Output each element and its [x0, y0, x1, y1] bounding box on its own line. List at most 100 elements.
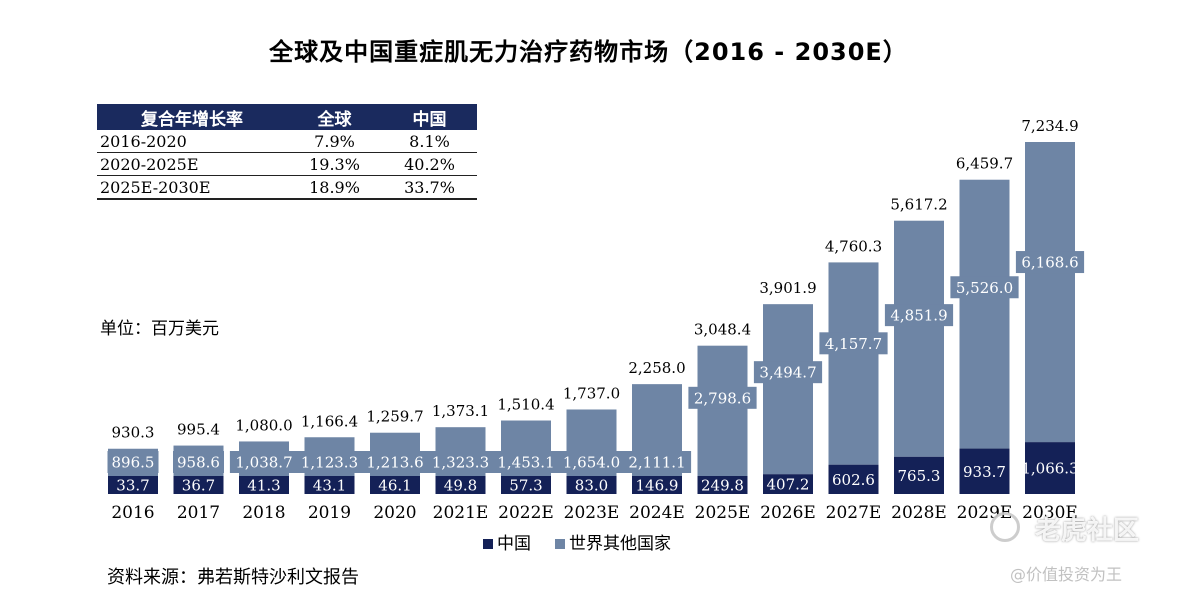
data-label-china: 41.3: [247, 477, 280, 495]
data-label-total: 1,259.7: [366, 408, 423, 426]
unit-label: 单位：百万美元: [100, 319, 219, 339]
cagr-table: 复合年增长率 全球 中国 2016-2020 7.9% 8.1% 2020-20…: [97, 104, 477, 200]
data-label-china: 1,066.3: [1021, 460, 1078, 478]
x-tick-label: 2020: [373, 503, 416, 523]
legend-swatch-rest-of-world: [555, 539, 565, 549]
data-label-total: 995.4: [177, 421, 220, 439]
data-label-rest-of-world-bg: [688, 386, 757, 409]
data-label-total: 2,258.0: [628, 359, 685, 377]
watermark-brand: 老虎社区: [1035, 516, 1140, 546]
data-label-rest-of-world: 1,038.7: [235, 454, 292, 472]
data-label-total: 1,373.1: [432, 402, 489, 420]
tiger-logo-icon: [990, 512, 1020, 542]
bar-china: [173, 476, 224, 494]
cagr-header-global: 全球: [287, 104, 382, 130]
data-label-rest-of-world: 1,654.0: [563, 454, 620, 472]
table-row: 2016-2020 7.9% 8.1%: [97, 130, 477, 153]
x-tick-label: 2021E: [433, 503, 489, 523]
data-label-total: 1,737.0: [563, 384, 620, 402]
bar-china: [370, 476, 420, 494]
data-label-rest-of-world-bg: [295, 451, 364, 473]
bar-china: [697, 476, 748, 494]
bar-rest-of-world: [1025, 142, 1075, 443]
data-label-rest-of-world-bg: [557, 451, 626, 473]
bar-rest-of-world: [959, 179, 1010, 449]
chart-title: 全球及中国重症肌无力治疗药物市场（2016 - 2030E）: [269, 38, 908, 66]
data-label-china: 36.7: [182, 477, 215, 495]
data-label-total: 4,760.3: [825, 237, 882, 255]
bar-rest-of-world: [828, 262, 879, 465]
data-label-rest-of-world: 5,526.0: [956, 279, 1013, 297]
data-label-total: 1,080.0: [235, 416, 292, 434]
data-label-rest-of-world: 4,157.7: [825, 335, 882, 353]
cagr-china: 8.1%: [382, 130, 477, 153]
data-label-china: 933.7: [963, 463, 1006, 481]
data-label-rest-of-world: 3,494.7: [759, 364, 816, 382]
cagr-header-period: 复合年增长率: [97, 104, 287, 130]
data-label-total: 1,510.4: [497, 396, 554, 414]
x-tick-label: 2028E: [891, 503, 947, 523]
data-label-rest-of-world-bg: [173, 451, 224, 473]
bar-china: [632, 476, 682, 494]
data-label-rest-of-world-bg: [107, 451, 159, 473]
data-label-total: 7,234.9: [1021, 117, 1078, 135]
data-label-china: 33.7: [116, 477, 149, 495]
data-label-rest-of-world: 2,111.1: [628, 454, 685, 472]
bar-china: [304, 476, 355, 494]
data-label-china: 43.1: [313, 477, 346, 495]
bar-china: [828, 464, 879, 494]
data-label-rest-of-world: 1,213.6: [366, 454, 423, 472]
data-label-rest-of-world-bg: [229, 451, 299, 473]
cagr-period: 2016-2020: [97, 130, 287, 153]
bar-china: [1025, 442, 1075, 494]
bar-china: [435, 476, 486, 494]
bar-china: [959, 448, 1010, 494]
source-note: 资料来源：弗若斯特沙利文报告: [107, 567, 359, 588]
cagr-global: 18.9%: [287, 175, 382, 200]
bar-china: [501, 476, 551, 494]
data-label-rest-of-world-bg: [753, 361, 823, 384]
data-label-rest-of-world: 1,123.3: [301, 454, 358, 472]
bar-china: [566, 476, 617, 494]
x-tick-label: 2019: [308, 503, 351, 523]
bar-china: [108, 476, 158, 494]
x-tick-label: 2016: [111, 503, 154, 523]
x-tick-label: 2027E: [826, 503, 882, 523]
cagr-table-header: 复合年增长率 全球 中国: [97, 104, 477, 130]
legend-swatch-china: [483, 539, 493, 549]
x-tick-label: 2023E: [564, 503, 620, 523]
data-label-rest-of-world-bg: [491, 451, 561, 473]
data-label-china: 46.1: [378, 477, 411, 495]
data-label-china: 49.8: [444, 477, 477, 495]
data-label-china: 146.9: [636, 477, 679, 495]
data-label-total: 1,166.4: [301, 412, 358, 430]
x-tick-label: 2030E: [1022, 503, 1078, 523]
cagr-global: 7.9%: [287, 130, 382, 153]
data-label-total: 930.3: [112, 424, 155, 442]
cagr-china: 33.7%: [382, 175, 477, 200]
data-label-china: 407.2: [767, 476, 810, 494]
x-tick-label: 2024E: [629, 503, 685, 523]
x-tick-label: 2022E: [498, 503, 554, 523]
legend-label-rest-of-world: 世界其他国家: [569, 534, 671, 554]
data-label-rest-of-world: 1,323.3: [432, 454, 489, 472]
data-label-rest-of-world-bg: [622, 451, 692, 473]
legend-label-china: 中国: [497, 534, 531, 554]
data-label-total: 3,048.4: [694, 321, 751, 339]
data-label-rest-of-world: 1,453.1: [497, 454, 554, 472]
data-label-rest-of-world-bg: [884, 304, 954, 327]
table-row: 2020-2025E 19.3% 40.2%: [97, 152, 477, 176]
data-label-total: 3,901.9: [759, 279, 816, 297]
x-tick-label: 2026E: [760, 503, 816, 523]
bar-china: [763, 474, 813, 494]
data-label-china: 602.6: [832, 471, 875, 489]
data-label-china: 765.3: [898, 467, 941, 485]
data-label-rest-of-world: 896.5: [112, 454, 155, 472]
x-tick-label: 2017: [177, 503, 220, 523]
data-label-rest-of-world-bg: [360, 451, 430, 473]
data-label-total: 6,459.7: [956, 155, 1013, 173]
cagr-global: 19.3%: [287, 152, 382, 176]
watermark-handle: @价值投资为王: [1010, 565, 1123, 584]
data-label-rest-of-world-bg: [1015, 251, 1085, 274]
